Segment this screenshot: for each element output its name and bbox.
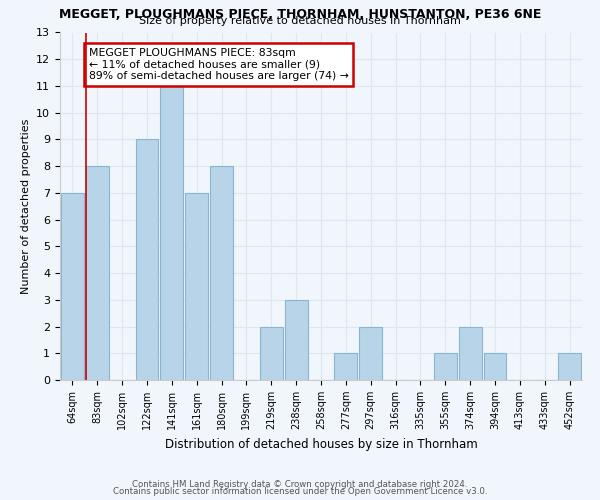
Bar xyxy=(86,166,109,380)
Bar xyxy=(160,86,183,380)
Bar xyxy=(285,300,308,380)
Bar xyxy=(61,193,84,380)
Bar xyxy=(434,354,457,380)
Text: Contains public sector information licensed under the Open Government Licence v3: Contains public sector information licen… xyxy=(113,487,487,496)
Bar xyxy=(260,326,283,380)
Text: MEGGET PLOUGHMANS PIECE: 83sqm
← 11% of detached houses are smaller (9)
89% of s: MEGGET PLOUGHMANS PIECE: 83sqm ← 11% of … xyxy=(89,48,349,82)
X-axis label: Distribution of detached houses by size in Thornham: Distribution of detached houses by size … xyxy=(164,438,478,450)
Text: MEGGET, PLOUGHMANS PIECE, THORNHAM, HUNSTANTON, PE36 6NE: MEGGET, PLOUGHMANS PIECE, THORNHAM, HUNS… xyxy=(59,8,541,20)
Y-axis label: Number of detached properties: Number of detached properties xyxy=(20,118,31,294)
Bar xyxy=(484,354,506,380)
Bar xyxy=(210,166,233,380)
Bar xyxy=(459,326,482,380)
Bar xyxy=(334,354,357,380)
Bar xyxy=(359,326,382,380)
Bar xyxy=(185,193,208,380)
Text: Size of property relative to detached houses in Thornham: Size of property relative to detached ho… xyxy=(139,16,461,26)
Bar xyxy=(136,140,158,380)
Text: Contains HM Land Registry data © Crown copyright and database right 2024.: Contains HM Land Registry data © Crown c… xyxy=(132,480,468,489)
Bar xyxy=(558,354,581,380)
